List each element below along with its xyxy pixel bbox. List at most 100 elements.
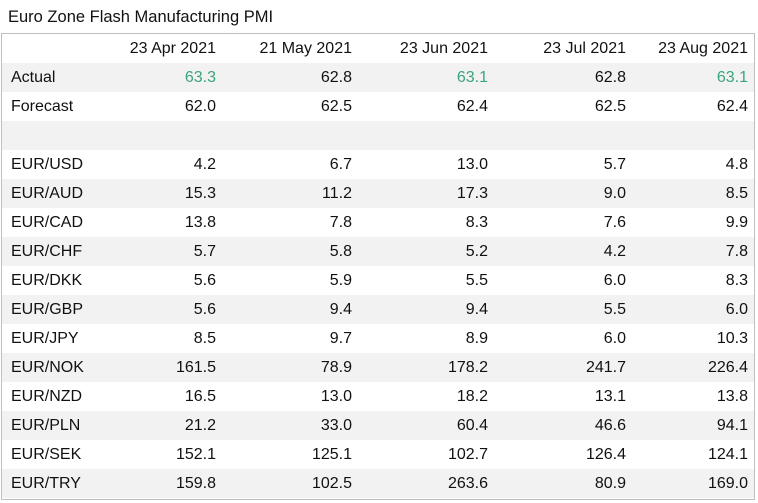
table-cell: 4.2 [494, 237, 632, 266]
row-label: EUR/GBP [2, 295, 90, 324]
table-cell: 226.4 [632, 353, 754, 382]
row-label: Actual [2, 63, 90, 92]
row-label: EUR/CAD [11, 214, 84, 231]
table-cell: 21.2 [90, 411, 222, 440]
table-cell: 9.4 [358, 295, 494, 324]
forecast-cell: 62.4 [716, 98, 748, 115]
row-label: EUR/DKK [11, 272, 83, 289]
row-label: EUR/AUD [2, 179, 90, 208]
table-cell: 6.0 [603, 330, 626, 347]
table-row: EUR/GBP 5.6 9.4 9.4 5.5 6.0 [2, 295, 754, 324]
table-cell: 241.7 [494, 353, 632, 382]
table-cell: 60.4 [358, 411, 494, 440]
table-cell: 152.1 [175, 446, 216, 463]
table-cell: 102.7 [447, 446, 488, 463]
table-cell: 11.2 [222, 179, 358, 208]
table-cell: 178.2 [358, 353, 494, 382]
table-cell: 8.3 [725, 272, 748, 289]
table-cell: 5.5 [465, 272, 488, 289]
table-cell: 8.5 [193, 330, 216, 347]
table-cell: 102.5 [222, 469, 358, 498]
pmi-table: 23 Apr 2021 21 May 2021 23 Jun 2021 23 J… [2, 34, 754, 498]
table-cell: 5.8 [222, 237, 358, 266]
table-row: EUR/AUD 15.3 11.2 17.3 9.0 8.5 [2, 179, 754, 208]
forecast-cell: 62.0 [184, 98, 216, 115]
row-label: EUR/NOK [2, 353, 90, 382]
table-cell: 7.8 [329, 214, 352, 231]
table-cell: 126.4 [585, 446, 626, 463]
table-row: EUR/NZD 16.5 13.0 18.2 13.1 13.8 [2, 382, 754, 411]
table-cell: 13.0 [456, 156, 488, 173]
row-label: EUR/CHF [2, 237, 90, 266]
forecast-cell: 62.4 [456, 98, 488, 115]
table-cell: 8.3 [465, 214, 488, 231]
table-cell: 80.9 [494, 469, 632, 498]
table-cell: 33.0 [222, 411, 358, 440]
table-cell: 18.2 [456, 388, 488, 405]
column-header: 23 Aug 2021 [658, 40, 748, 57]
table-cell: 9.9 [725, 214, 748, 231]
forecast-cell: 62.5 [320, 98, 352, 115]
table-cell: 7.6 [603, 214, 626, 231]
table-cell: 7.8 [632, 237, 754, 266]
forecast-cell: 62.5 [594, 98, 626, 115]
actual-cell: 63.1 [632, 63, 754, 92]
table-cell: 5.9 [329, 272, 352, 289]
table-row: EUR/CAD 13.8 7.8 8.3 7.6 9.9 [2, 208, 754, 237]
column-header: 23 Jun 2021 [399, 40, 488, 57]
table-cell: 6.0 [603, 272, 626, 289]
spacer-cell [2, 121, 754, 150]
table-cell: 8.5 [632, 179, 754, 208]
table-cell: 94.1 [632, 411, 754, 440]
table-cell: 5.7 [603, 156, 626, 173]
table-cell: 8.9 [465, 330, 488, 347]
table-cell: 13.0 [320, 388, 352, 405]
table-row: EUR/CHF 5.7 5.8 5.2 4.2 7.8 [2, 237, 754, 266]
table-cell: 16.5 [184, 388, 216, 405]
table-cell: 17.3 [358, 179, 494, 208]
table-cell: 13.1 [594, 388, 626, 405]
table-row: EUR/USD 4.2 6.7 13.0 5.7 4.8 [2, 150, 754, 179]
actual-row: Actual 63.3 62.8 63.1 62.8 63.1 [2, 63, 754, 92]
table-cell: 5.6 [193, 272, 216, 289]
table-row: EUR/NOK 161.5 78.9 178.2 241.7 226.4 [2, 353, 754, 382]
column-header: 23 Apr 2021 [129, 40, 216, 57]
table-cell: 125.1 [311, 446, 352, 463]
pmi-table-container: 23 Apr 2021 21 May 2021 23 Jun 2021 23 J… [1, 33, 755, 500]
table-cell: 78.9 [222, 353, 358, 382]
table-cell: 263.6 [358, 469, 494, 498]
table-cell: 13.8 [184, 214, 216, 231]
table-row: EUR/PLN 21.2 33.0 60.4 46.6 94.1 [2, 411, 754, 440]
table-row: EUR/JPY 8.5 9.7 8.9 6.0 10.3 [2, 324, 754, 353]
table-cell: 10.3 [716, 330, 748, 347]
table-cell: 9.4 [222, 295, 358, 324]
actual-cell: 63.3 [90, 63, 222, 92]
table-row: EUR/DKK 5.6 5.9 5.5 6.0 8.3 [2, 266, 754, 295]
table-cell: 4.2 [193, 156, 216, 173]
spacer-row [2, 121, 754, 150]
column-header: 23 Jul 2021 [543, 40, 626, 57]
table-cell: 5.7 [90, 237, 222, 266]
row-label: EUR/TRY [2, 469, 90, 498]
table-cell: 13.8 [716, 388, 748, 405]
table-cell: 6.7 [329, 156, 352, 173]
table-cell: 46.6 [494, 411, 632, 440]
row-label: EUR/USD [11, 156, 84, 173]
table-cell: 6.0 [632, 295, 754, 324]
actual-cell: 62.8 [494, 63, 632, 92]
table-cell: 4.8 [725, 156, 748, 173]
header-row: 23 Apr 2021 21 May 2021 23 Jun 2021 23 J… [2, 34, 754, 63]
page-title: Euro Zone Flash Manufacturing PMI [8, 8, 274, 26]
forecast-row: Forecast 62.0 62.5 62.4 62.5 62.4 [2, 92, 754, 121]
table-cell: 5.5 [494, 295, 632, 324]
row-label: Forecast [11, 98, 74, 115]
actual-cell: 63.1 [358, 63, 494, 92]
row-label: EUR/JPY [11, 330, 79, 347]
actual-cell: 62.8 [222, 63, 358, 92]
table-cell: 9.7 [329, 330, 352, 347]
row-label: EUR/PLN [2, 411, 90, 440]
table-cell: 161.5 [90, 353, 222, 382]
table-cell: 124.1 [707, 446, 748, 463]
header-corner [2, 34, 90, 63]
row-label: EUR/SEK [11, 446, 82, 463]
